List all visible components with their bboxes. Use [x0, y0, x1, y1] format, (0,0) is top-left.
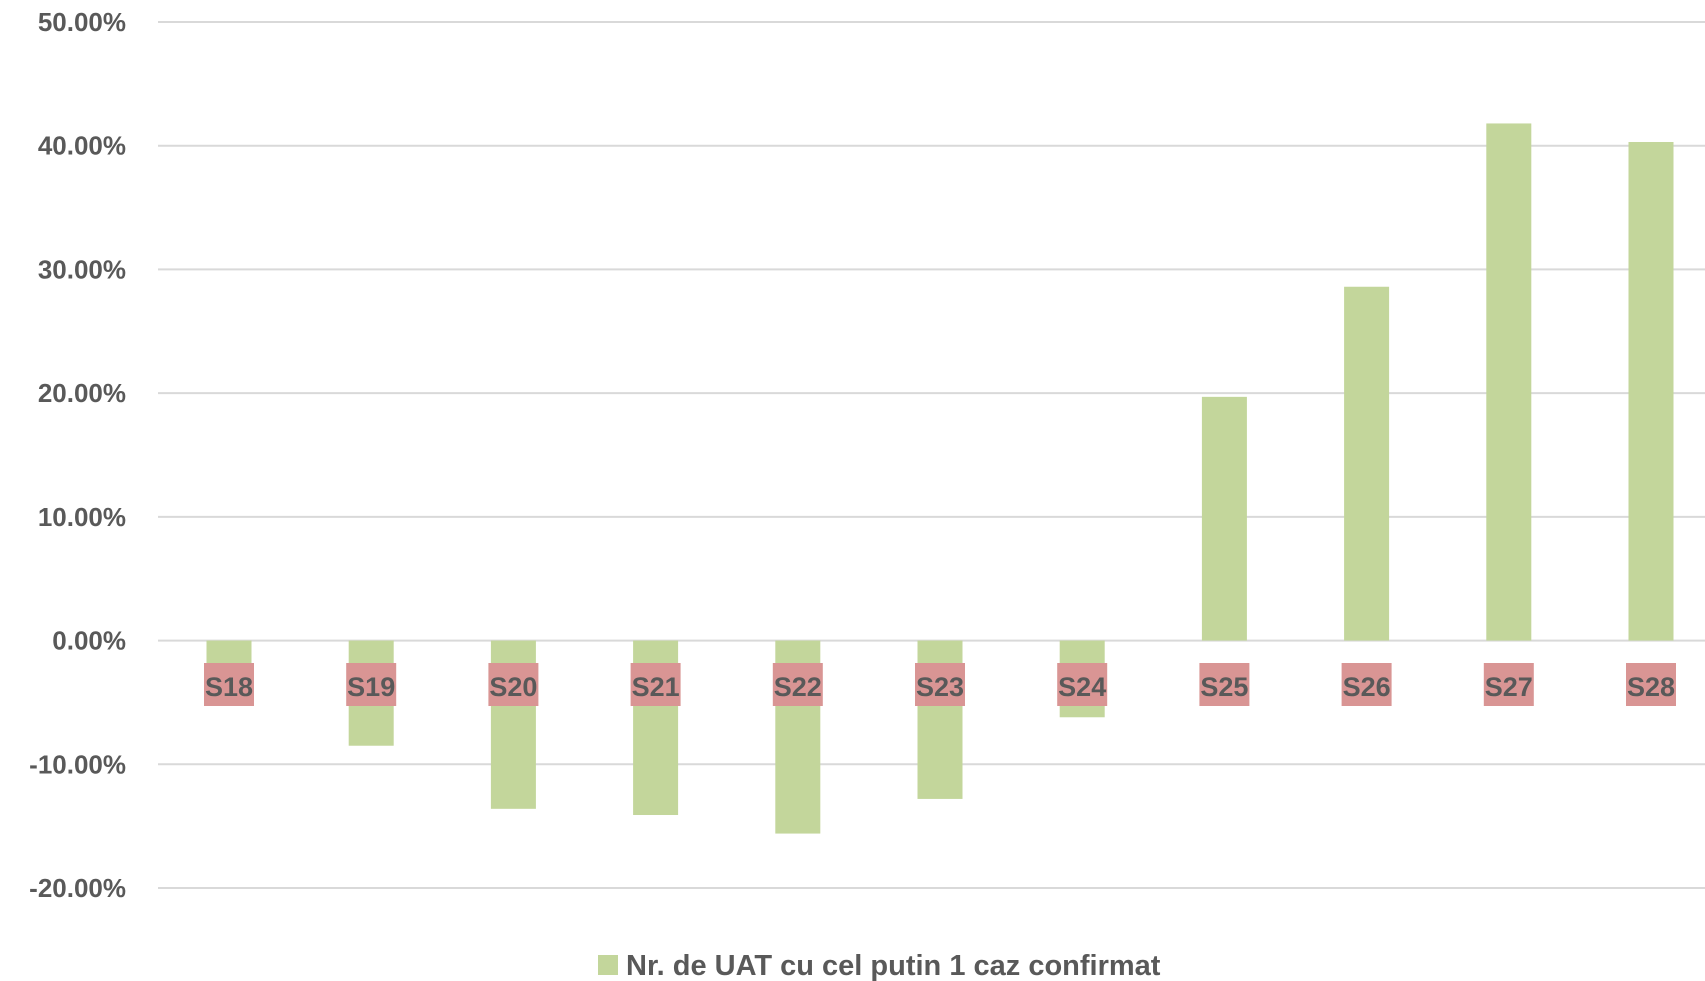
category-label-text: S22 [774, 672, 822, 702]
category-label-s20: S20 [488, 663, 539, 706]
category-label-text: S23 [916, 672, 964, 702]
category-label-text: S21 [632, 672, 680, 702]
legend-label: Nr. de UAT cu cel putin 1 caz confirmat [626, 950, 1161, 981]
category-label-text: S19 [347, 672, 395, 702]
category-label-s23: S23 [915, 663, 965, 706]
y-tick-label: -10.00% [29, 749, 126, 779]
category-label-background [1341, 663, 1392, 706]
legend-swatch [598, 955, 618, 975]
y-tick-label: 40.00% [38, 131, 126, 161]
category-label-s18: S18 [204, 663, 254, 706]
category-label-text: S27 [1485, 672, 1533, 702]
category-label-background [1483, 663, 1534, 706]
category-label-background [1199, 663, 1250, 706]
bars [206, 123, 1674, 834]
category-label-background [204, 663, 254, 706]
bar-s28 [1628, 142, 1674, 641]
category-label-background [630, 663, 681, 706]
category-label-background [1057, 663, 1108, 706]
y-tick-label: -20.00% [29, 873, 126, 903]
category-label-s21: S21 [630, 663, 681, 706]
category-label-text: S28 [1627, 672, 1675, 702]
category-label-s19: S19 [346, 663, 397, 706]
y-tick-label: 20.00% [38, 378, 126, 408]
y-axis: 50.00% 40.00% 30.00% 20.00% 10.00% 0.00% -10.0… [29, 7, 126, 903]
category-label-s28: S28 [1626, 663, 1676, 706]
y-tick-label: 0.00% [52, 626, 126, 656]
category-label-background [346, 663, 397, 706]
legend: Nr. de UAT cu cel putin 1 caz confirmat [598, 950, 1161, 981]
category-label-text: S20 [489, 672, 537, 702]
category-label-text: S25 [1200, 672, 1248, 702]
bar-s27 [1486, 123, 1532, 641]
category-label-background [772, 663, 823, 706]
category-label-background [488, 663, 539, 706]
bar-s25 [1201, 396, 1247, 641]
category-label-s24: S24 [1057, 663, 1108, 706]
category-label-s26: S26 [1341, 663, 1392, 706]
category-label-background [1626, 663, 1676, 706]
y-tick-label: 30.00% [38, 254, 126, 284]
category-label-text: S18 [205, 672, 253, 702]
y-tick-label: 50.00% [38, 7, 126, 37]
category-label-s27: S27 [1483, 663, 1534, 706]
category-label-text: S26 [1343, 672, 1391, 702]
category-label-text: S24 [1058, 672, 1106, 702]
y-tick-label: 10.00% [38, 502, 126, 532]
category-label-s25: S25 [1199, 663, 1250, 706]
bar-s26 [1344, 286, 1390, 641]
category-label-s22: S22 [772, 663, 823, 706]
category-labels: S18 S19 S20 S21 S22 S23 S24 S25 S26 S27 S28 [204, 663, 1676, 706]
category-label-background [915, 663, 965, 706]
